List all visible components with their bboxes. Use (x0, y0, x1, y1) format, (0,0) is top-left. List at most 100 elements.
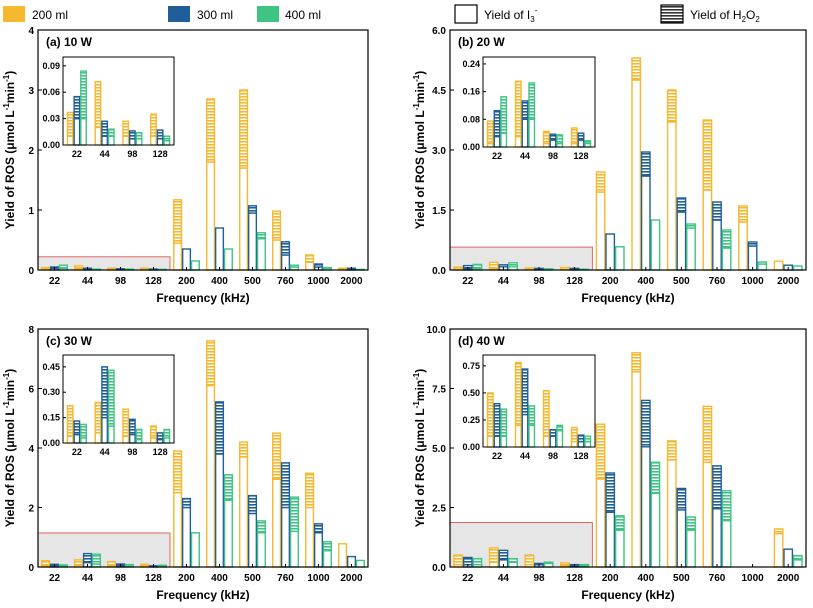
panel-2-ytick-label-1: 1.5 (432, 206, 446, 217)
panel-2-inset-bar-h2o2-300ml-22 (493, 109, 501, 138)
panel-4-xtick-label-44: 44 (498, 573, 510, 584)
panel-1-inset-ytick-label-2: 0.06 (42, 87, 60, 97)
panel-4-inset-bar-h2o2-400ml-128 (584, 435, 592, 443)
panel-2-inset-bar-i3-400ml-44 (528, 118, 536, 148)
panel-4-inset-bar-i3-200ml-44 (514, 424, 522, 448)
panel-2-inset-bar-h2o2-400ml-98 (556, 134, 564, 145)
panel-3-inset-bar-i3-400ml-44 (107, 425, 115, 444)
panel-1-ylabel: Yield of ROS (μmol L-1min-1) (2, 71, 17, 230)
panel-4-inset-bar-h2o2-400ml-44 (528, 405, 536, 427)
panel-4-inset-bar-h2o2-200ml-44 (514, 361, 522, 427)
legend-label-200ml: 200 ml (32, 8, 68, 22)
panel-1-bar-h2o2-400ml-22 (58, 264, 68, 269)
panel-4-bar-i3-200ml-500 (666, 459, 677, 568)
panel-2-inset-frame (482, 56, 596, 148)
panel-4-inset-bar-i3-300ml-44 (521, 413, 529, 448)
panel-4-xtick-label-500: 500 (673, 573, 690, 584)
panel-2-bar-h2o2-300ml-1000 (747, 241, 758, 247)
panel-1-bar-h2o2-400ml-760 (289, 264, 299, 268)
panel-2-bar-h2o2-200ml-128 (560, 266, 570, 271)
panel-2-inset-xtick-label-44: 44 (520, 151, 530, 161)
panel-3-inset-ytick-label-1: 0.15 (42, 413, 60, 423)
panel-1-inset-bar-i3-200ml-128 (150, 135, 157, 146)
panel-3-ylabel-part-1: -1 (2, 401, 11, 409)
panel-3-ylabel: Yield of ROS (μmol L-1min-1) (2, 369, 17, 528)
panel-3-zoom-region (37, 532, 171, 568)
panel-1-bar-h2o2-200ml-500 (239, 89, 249, 169)
panel-3-inset-frame (62, 354, 175, 444)
panel-2-inset-ytick-label-2: 0.16 (462, 87, 480, 97)
panel-4-inset-bar-i3-300ml-128 (577, 440, 585, 448)
legend-label-yield-i3: Yield of I3- (484, 6, 538, 24)
panel-2-inset-bar-h2o2-400ml-22 (500, 96, 508, 134)
panel-4-inset-bar-h2o2-400ml-22 (500, 408, 508, 437)
panel-2-ytick-label-3: 4.5 (432, 86, 446, 97)
panel-4-bar-h2o2-400ml-760 (721, 490, 732, 522)
panel-3-bar-h2o2-200ml-760 (272, 432, 282, 480)
panel-3-bar-i3-400ml-1000 (322, 549, 332, 568)
panel-2-inset-bar-i3-300ml-98 (549, 139, 557, 148)
panel-3-inset-xtick-label-128: 128 (153, 447, 168, 457)
panel-4-bar-i3-400ml-400 (650, 492, 661, 568)
panel-3-xtick-label-44: 44 (82, 573, 94, 584)
legend-item-300ml: 300 ml (168, 6, 233, 22)
panel-1-bar-h2o2-400ml-1000 (322, 266, 332, 269)
panel-4-ylabel-part-1: -1 (412, 401, 421, 409)
panel-4-bar-h2o2-400ml-500 (686, 516, 696, 531)
panel-2-bar-i3-400ml-200 (614, 246, 625, 271)
panel-1-ylabel-part-0: Yield of ROS (μmol L (3, 110, 17, 229)
panel-4-bar-i3-200ml-44 (488, 561, 499, 568)
panel-1-bar-i3-200ml-1000 (305, 261, 315, 271)
panel-4-xtick-label-200: 200 (602, 573, 619, 584)
panel-1-ytick-label-4: 4 (28, 26, 34, 37)
panel-1-inset-bar-i3-300ml-22 (73, 117, 81, 146)
panel-1-xtick-label-1000: 1000 (307, 276, 330, 287)
panel-1-inset-bar-i3-200ml-44 (94, 126, 102, 146)
panel-3-bar-h2o2-200ml-22 (41, 560, 51, 567)
panel-4-bar-h2o2-400ml-200 (614, 515, 625, 531)
legend-item-200ml: 200 ml (3, 6, 68, 22)
panel-3-bar-h2o2-200ml-200 (173, 450, 183, 494)
panel-2-xtick-label-200: 200 (602, 276, 619, 287)
panel-3-ylabel-part-2: min (3, 380, 17, 401)
panel-2-inset-bar-h2o2-300ml-128 (577, 132, 585, 141)
panel-3-xlabel: Frequency (kHz) (156, 588, 249, 602)
panel-4-ytick-label-2: 5.0 (432, 444, 446, 455)
legend: 200 ml 300 ml 400 ml Yield of I3- Yield … (3, 4, 760, 24)
panel-3-bar-i3-200ml-1000 (305, 506, 315, 568)
panel-3-inset-bar-i3-400ml-22 (80, 437, 87, 444)
panel-4-bar-i3-300ml-760 (712, 507, 722, 568)
panel-3-ytick-label-4: 8 (28, 325, 34, 336)
panel-1-inset-bar-i3-300ml-98 (128, 138, 136, 146)
panel-2-bar-h2o2-300ml-400 (640, 151, 651, 177)
panel-4-ytick-label-3: 7.5 (432, 385, 446, 396)
panel-1-bar-i3-200ml-400 (206, 161, 216, 271)
panel-4-bar-i3-200ml-760 (702, 461, 713, 568)
panel-3-ytick-label-2: 4 (28, 444, 34, 455)
panel-4-bar-h2o2-200ml-400 (631, 352, 642, 373)
panel-3-bar-h2o2-300ml-1000 (313, 523, 324, 534)
panel-4-bar-i3-300ml-400 (640, 446, 651, 568)
panel-4-bar-h2o2-300ml-500 (676, 487, 687, 511)
panel-4-inset-ytick-label-1: 0.25 (462, 415, 480, 425)
legend-item-yield-i3: Yield of I3- (454, 4, 538, 24)
panel-1-bar-h2o2-300ml-500 (247, 205, 258, 214)
panel-3-inset-bar-h2o2-300ml-128 (156, 432, 164, 441)
panel-3-bar-h2o2-400ml-98 (124, 563, 134, 568)
panel-4-xtick-label-22: 22 (462, 573, 474, 584)
panel-1-ylabel-part-1: -1 (2, 103, 11, 111)
panel-2-inset-bar-h2o2-200ml-44 (514, 80, 522, 138)
panel-4-inset-bar-h2o2-300ml-128 (577, 434, 585, 443)
panel-2-inset-bar-h2o2-200ml-128 (570, 127, 578, 145)
panel-2: 0.0 1.5 3.0 4.5 6.0 22 44 98 128 200 400 500 760 1000… (412, 26, 807, 305)
panel-2-inset-xtick-label-22: 22 (492, 151, 502, 161)
panel-3-xtick-label-98: 98 (115, 573, 127, 584)
panel-3-xtick-label-500: 500 (244, 573, 261, 584)
panel-1-bar-h2o2-200ml-22 (41, 266, 51, 271)
panel-3-inset-ytick-label-2: 0.30 (42, 387, 60, 397)
panel-2-bar-h2o2-200ml-200 (595, 171, 606, 193)
panel-4-inset-xtick-label-22: 22 (492, 451, 502, 461)
panel-3-inset-ytick-label-3: 0.45 (42, 362, 60, 372)
legend-item-yield-h2o2: Yield of H2O2 (660, 4, 760, 24)
panel-2-bar-i3-400ml-400 (650, 219, 661, 271)
